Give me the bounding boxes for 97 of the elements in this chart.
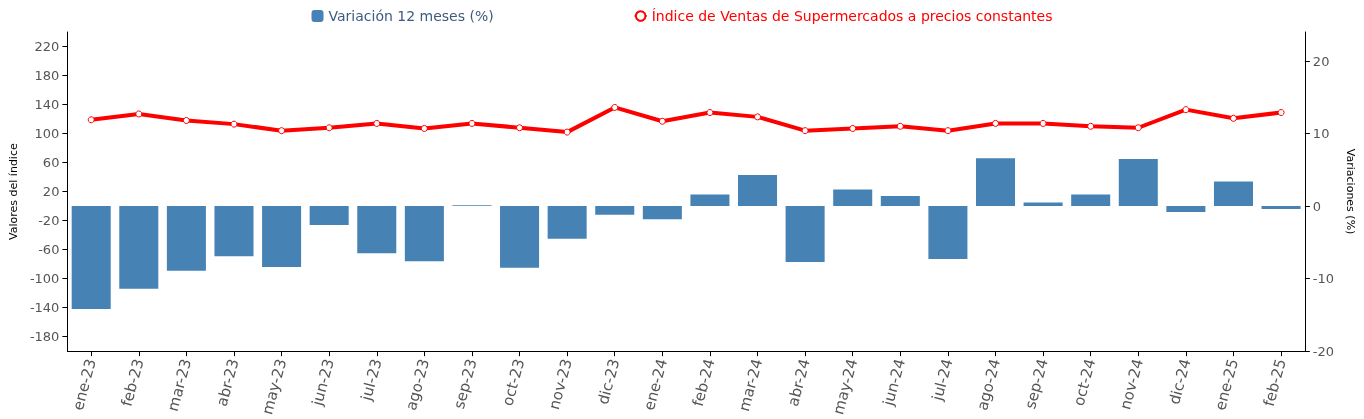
x-tick-label: nov-24 xyxy=(1116,356,1147,412)
x-tick-label: ago-24 xyxy=(973,356,1005,413)
y-tick-label: 140 xyxy=(34,97,60,113)
bar xyxy=(500,206,540,268)
bar xyxy=(404,206,444,262)
bar xyxy=(547,206,587,239)
point xyxy=(1039,119,1047,127)
bar xyxy=(1071,194,1111,207)
bar xyxy=(785,206,825,262)
x-tick-label: sep-24 xyxy=(1021,356,1052,411)
point xyxy=(1277,109,1285,117)
y-tick-label: -140 xyxy=(29,300,60,316)
x-tick-label: jul-24 xyxy=(927,356,957,404)
bar xyxy=(357,206,397,254)
legend-label: Índice de Ventas de Supermercados a precios constantes xyxy=(651,8,1053,24)
y-tick-label: 220 xyxy=(34,39,60,55)
y2-tick-label: 0 xyxy=(1312,198,1322,214)
point xyxy=(754,113,762,121)
bar xyxy=(166,206,206,271)
x-tick-label: ene-25 xyxy=(1211,356,1243,413)
point xyxy=(325,124,333,132)
x-tick-label: abr-24 xyxy=(783,356,814,409)
bar xyxy=(833,189,873,207)
point xyxy=(278,127,286,135)
point xyxy=(230,120,238,128)
x-tick-label: jun-24 xyxy=(879,356,909,409)
bar xyxy=(119,206,159,289)
y-tick-label: 20 xyxy=(42,184,60,200)
point xyxy=(1182,106,1190,114)
y-tick-label: 60 xyxy=(42,155,60,171)
y2-tick-label: -20 xyxy=(1312,343,1335,359)
x-tick-label: mar-23 xyxy=(163,356,196,414)
legend-label: Variación 12 meses (%) xyxy=(328,8,494,24)
point xyxy=(944,127,952,135)
bar xyxy=(214,206,254,257)
point xyxy=(1087,122,1095,130)
bar xyxy=(642,206,682,220)
bar xyxy=(880,195,920,207)
point xyxy=(992,119,999,127)
point xyxy=(801,127,809,135)
point xyxy=(1229,114,1237,122)
bar xyxy=(1213,181,1253,207)
bar xyxy=(690,194,730,207)
point xyxy=(87,116,95,124)
point xyxy=(1134,124,1142,132)
x-tick-label: feb-23 xyxy=(117,356,148,409)
point xyxy=(563,128,571,136)
point xyxy=(658,117,666,125)
point xyxy=(849,124,857,132)
y-tick-label: -20 xyxy=(38,213,60,229)
x-tick-label: oct-24 xyxy=(1069,356,1100,408)
point xyxy=(420,124,428,132)
bar xyxy=(262,206,302,268)
y2-tick-label: -10 xyxy=(1312,271,1335,287)
bar xyxy=(309,206,349,225)
bar xyxy=(1166,206,1206,212)
y-axis-title: Valores del índice xyxy=(7,143,20,240)
bar xyxy=(1023,202,1063,207)
point xyxy=(182,117,190,124)
x-tick-label: jul-23 xyxy=(356,356,386,404)
x-tick-label: feb-25 xyxy=(1259,356,1290,409)
bar xyxy=(928,206,968,260)
point xyxy=(896,122,904,130)
x-tick-label: abr-23 xyxy=(212,356,243,409)
bar xyxy=(1118,158,1158,207)
y2-axis-title: Variaciones (%) xyxy=(1344,148,1357,235)
y-tick-label: 180 xyxy=(34,68,60,84)
y2-tick-label: 20 xyxy=(1312,53,1330,69)
x-tick-label: mar-24 xyxy=(734,356,767,414)
point xyxy=(135,110,143,118)
x-tick-label: nov-23 xyxy=(545,356,576,412)
point xyxy=(373,119,381,127)
x-tick-label: ago-23 xyxy=(402,356,434,413)
bar xyxy=(1261,206,1301,209)
point xyxy=(468,119,476,127)
x-tick-label: dic-23 xyxy=(594,356,624,407)
x-tick-label: oct-23 xyxy=(498,356,529,408)
y-tick-label: -100 xyxy=(29,271,60,287)
y-tick-label: -180 xyxy=(29,329,60,345)
x-tick-label: dic-24 xyxy=(1165,356,1195,407)
bar xyxy=(738,174,778,207)
point xyxy=(611,103,619,111)
x-tick-label: ene-23 xyxy=(68,356,100,413)
x-tick-label: sep-23 xyxy=(450,356,481,411)
y-tick-label: 100 xyxy=(34,126,60,142)
bar xyxy=(595,206,635,215)
y2-tick-label: 10 xyxy=(1312,126,1330,142)
point xyxy=(706,109,714,117)
x-tick-label: may-24 xyxy=(829,356,862,417)
point xyxy=(516,124,524,132)
x-tick-label: ene-24 xyxy=(640,356,672,413)
bar xyxy=(975,158,1016,207)
y-tick-label: -60 xyxy=(38,242,60,258)
x-tick-label: jun-23 xyxy=(307,356,338,409)
x-tick-label: may-23 xyxy=(258,356,291,417)
x-tick-label: feb-24 xyxy=(688,356,719,409)
bar xyxy=(71,206,111,310)
